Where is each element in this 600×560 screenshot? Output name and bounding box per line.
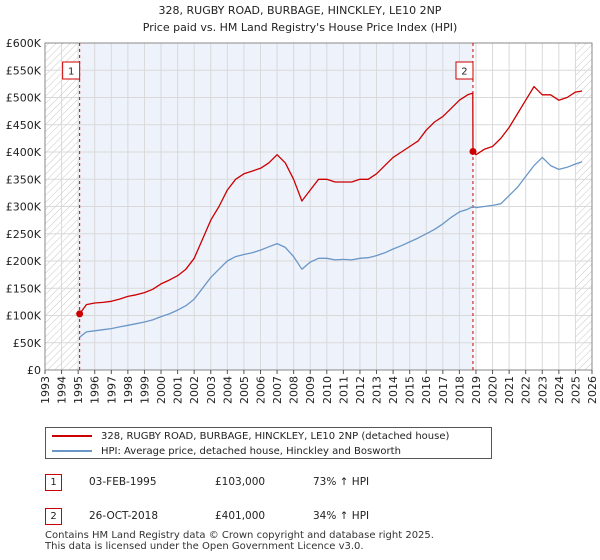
x-tick-label: 2004: [221, 376, 234, 404]
transaction-marker: 2: [45, 508, 62, 525]
annotation-label: 2: [461, 67, 467, 78]
x-tick-label: 1998: [122, 376, 135, 404]
footer: Contains HM Land Registry data © Crown c…: [45, 530, 434, 552]
footer-licence: This data is licensed under the Open Gov…: [45, 541, 364, 552]
transaction-row: 2 26-OCT-2018 £401,000 34% ↑ HPI: [45, 508, 505, 542]
y-tick-label: £250K: [6, 228, 42, 241]
x-tick-label: 2019: [470, 376, 483, 404]
x-tick-label: 2017: [437, 376, 450, 404]
x-tick-label: 2010: [321, 376, 334, 404]
x-tick-label: 2001: [172, 376, 185, 404]
transaction-date: 03-FEB-1995: [89, 476, 157, 488]
x-tick-label: 2020: [487, 376, 500, 404]
x-tick-label: 1994: [56, 376, 69, 404]
x-tick-label: 2002: [188, 376, 201, 404]
transaction-point: [469, 147, 477, 155]
transactions-table: 1 03-FEB-1995 £103,000 73% ↑ HPI 2 26-OC…: [45, 474, 505, 542]
transaction-price: £103,000: [215, 476, 266, 488]
x-tick-label: 2013: [371, 376, 384, 404]
y-tick-label: £350K: [6, 173, 42, 186]
y-tick-label: £600K: [6, 37, 42, 50]
annotation-label: 1: [68, 67, 74, 78]
transaction-date: 26-OCT-2018: [89, 510, 158, 522]
x-tick-label: 2003: [205, 376, 218, 404]
x-tick-label: 1995: [72, 376, 85, 404]
y-tick-label: £100K: [6, 310, 42, 323]
x-tick-label: 2023: [536, 376, 549, 404]
y-tick-label: £50K: [13, 337, 42, 350]
x-tick-label: 2014: [387, 376, 400, 404]
transaction-row: 1 03-FEB-1995 £103,000 73% ↑ HPI: [45, 474, 505, 508]
x-tick-label: 2015: [404, 376, 417, 404]
chart-title: 328, RUGBY ROAD, BURBAGE, HINCKLEY, LE10…: [159, 4, 442, 17]
x-tick-label: 2007: [271, 376, 284, 404]
y-tick-label: £400K: [6, 146, 42, 159]
y-tick-label: £0: [27, 364, 41, 377]
annotation-box: [455, 61, 474, 80]
legend-label-property: 328, RUGBY ROAD, BURBAGE, HINCKLEY, LE10…: [101, 430, 450, 442]
legend-item-hpi: HPI: Average price, detached house, Hinc…: [52, 443, 401, 459]
x-tick-label: 1993: [39, 376, 52, 404]
x-tick-label: 2005: [238, 376, 251, 404]
x-tick-label: 2022: [520, 376, 533, 404]
x-tick-label: 2009: [304, 376, 317, 404]
y-tick-label: £500K: [6, 92, 42, 105]
x-tick-label: 2021: [503, 376, 516, 404]
x-tick-label: 1996: [89, 376, 102, 404]
chart-subtitle: Price paid vs. HM Land Registry's House …: [143, 21, 458, 34]
legend-swatch-hpi: [52, 450, 92, 452]
footer-copyright: Contains HM Land Registry data © Crown c…: [45, 530, 434, 541]
y-tick-label: £300K: [6, 201, 42, 214]
property-series-line: [79, 85, 583, 315]
x-tick-label: 2024: [553, 376, 566, 404]
x-tick-label: 2025: [569, 376, 582, 404]
transaction-price: £401,000: [215, 510, 266, 522]
x-tick-label: 1997: [105, 376, 118, 404]
plot-frame: [44, 42, 593, 371]
x-tick-label: 2012: [354, 376, 367, 404]
annotation-box: [62, 61, 81, 80]
x-tick-label: 2026: [586, 376, 599, 404]
y-tick-label: £150K: [6, 282, 42, 295]
hpi-series-line: [79, 156, 583, 338]
x-tick-label: 2016: [420, 376, 433, 404]
y-tick-label: £450K: [6, 119, 42, 132]
price-chart: 328, RUGBY ROAD, BURBAGE, HINCKLEY, LE10…: [6, 4, 599, 404]
transaction-marker: 1: [45, 474, 62, 491]
x-tick-label: 2018: [453, 376, 466, 404]
x-tick-label: 2006: [254, 376, 267, 404]
legend-label-hpi: HPI: Average price, detached house, Hinc…: [101, 445, 401, 457]
chart-legend: 328, RUGBY ROAD, BURBAGE, HINCKLEY, LE10…: [45, 427, 492, 459]
transaction-hpi-change: 73% ↑ HPI: [313, 476, 370, 488]
legend-item-property: 328, RUGBY ROAD, BURBAGE, HINCKLEY, LE10…: [52, 428, 449, 444]
legend-swatch-property: [52, 435, 92, 437]
y-tick-label: £200K: [6, 255, 42, 268]
x-tick-label: 2011: [337, 376, 350, 404]
x-tick-label: 2000: [155, 376, 168, 404]
transaction-hpi-change: 34% ↑ HPI: [313, 510, 370, 522]
transaction-point: [76, 310, 84, 318]
x-tick-label: 1999: [138, 376, 151, 404]
x-tick-label: 2008: [288, 376, 301, 404]
y-tick-label: £550K: [6, 64, 42, 77]
